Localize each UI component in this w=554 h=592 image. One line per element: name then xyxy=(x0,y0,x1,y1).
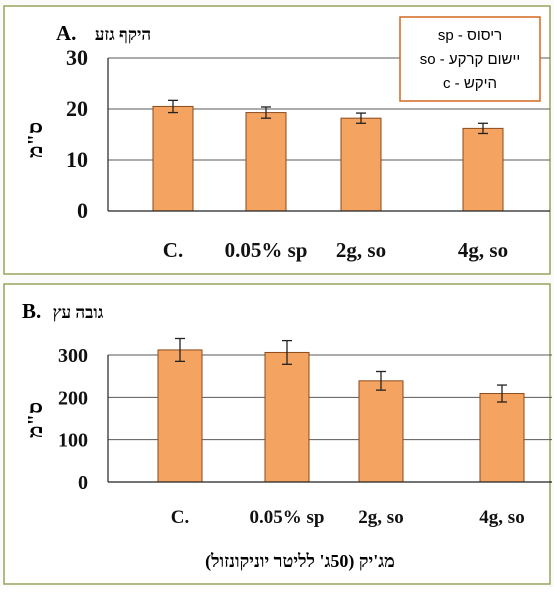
panel-b-ytick-label: 100 xyxy=(58,430,88,452)
panel-a-ytick-label: 30 xyxy=(66,45,88,70)
panel-a-ytick-label: 20 xyxy=(66,96,88,121)
panel-b-label: B. xyxy=(22,299,41,323)
panel-b-bar xyxy=(358,380,404,483)
panel-a-label: A. xyxy=(56,21,76,45)
panel-a-category-label: 2g, so xyxy=(336,238,386,262)
panel-b-title: גובה עץ xyxy=(53,303,104,322)
panel-b-ylabel: ס"מ xyxy=(23,402,47,438)
panel-b-bar xyxy=(264,351,310,483)
legend: sp - ריסוס so - יישום קרקע c - היקש xyxy=(399,16,541,102)
panel-b-category-label: C. xyxy=(171,507,189,528)
panel-a-title: היקף גזע xyxy=(95,25,151,44)
panel-a-ylabel: ס"מ xyxy=(23,122,47,158)
panel-a-bar xyxy=(152,105,194,212)
panel-b-category-label: 0.05% sp xyxy=(250,507,325,528)
legend-entry-soil: so - יישום קרקע xyxy=(420,51,521,68)
panel-a-bar xyxy=(462,127,504,212)
panel-b: 0 100 200 300 C. 0.05% sp 2g, so 4g, so xyxy=(58,337,552,528)
legend-box xyxy=(399,16,541,102)
panel-b-category-label: 4g, so xyxy=(479,507,524,528)
panel-b-category-label: 2g, so xyxy=(358,507,403,528)
panel-a-ytick-label: 0 xyxy=(77,198,88,223)
legend-entry-control: c - היקש xyxy=(443,75,497,92)
panel-a-category-label: 4g, so xyxy=(458,238,508,262)
panel-a-category-label: C. xyxy=(163,238,183,262)
panel-b-ytick-label: 200 xyxy=(58,387,88,409)
panel-b-xlabel: מג'יק (50ג' לליטר יוניקונזול) xyxy=(205,551,395,572)
panel-a-ytick-label: 10 xyxy=(66,147,88,172)
panel-b-bar xyxy=(157,349,203,483)
legend-entry-spray: sp - ריסוס xyxy=(438,27,502,44)
panel-b-ytick-label: 0 xyxy=(78,472,88,494)
panel-a-category-label: 0.05% sp xyxy=(225,238,308,262)
panel-b-ytick-label: 300 xyxy=(58,345,88,367)
panel-b-bar xyxy=(479,393,525,483)
panel-a: 0 10 20 30 C. 0.05% sp 2g, so 4g, so xyxy=(66,45,550,262)
panel-a-bar xyxy=(340,117,382,212)
panel-a-bar xyxy=(245,112,287,212)
